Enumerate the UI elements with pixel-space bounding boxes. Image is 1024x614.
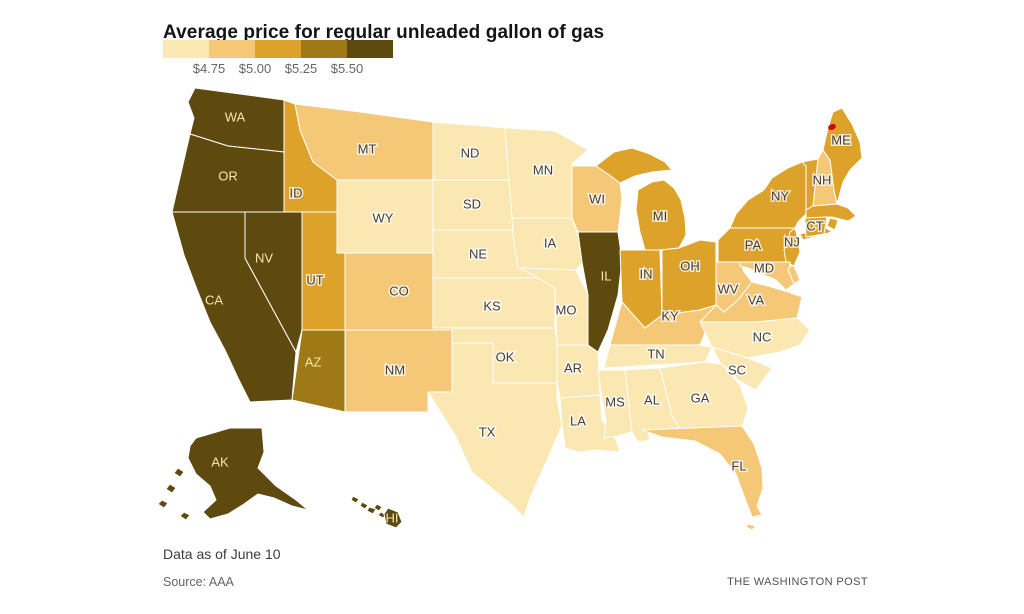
state-label-MO: MO [556, 303, 577, 318]
state-label-NV: NV [255, 251, 273, 266]
state-AK[interactable] [173, 467, 185, 478]
state-label-KS: KS [483, 299, 501, 314]
state-IL[interactable] [577, 231, 623, 353]
legend-swatch-5 [347, 40, 393, 58]
state-label-LA: LA [570, 414, 586, 429]
red-dot-marker [828, 124, 836, 130]
state-KS[interactable] [432, 277, 556, 329]
legend-swatch-1 [163, 40, 209, 58]
state-label-UT: UT [306, 273, 323, 288]
state-label-ND: ND [461, 146, 480, 161]
legend-swatch-row [163, 40, 393, 58]
state-SC[interactable] [711, 346, 773, 391]
state-FL[interactable] [641, 425, 764, 518]
state-AK[interactable] [165, 483, 177, 494]
state-label-OH: OH [680, 259, 700, 274]
source-note: Source: AAA [163, 575, 234, 589]
state-HI[interactable] [383, 507, 403, 529]
state-label-SD: SD [463, 197, 481, 212]
state-label-MD: MD [754, 261, 774, 276]
state-MI[interactable] [635, 179, 687, 251]
state-label-IA: IA [544, 236, 557, 251]
legend-swatch-3 [255, 40, 301, 58]
state-label-ME: ME [831, 133, 851, 148]
state-label-CO: CO [389, 284, 409, 299]
state-label-AK: AK [211, 455, 229, 470]
state-label-OR: OR [218, 169, 238, 184]
state-label-WV: WV [718, 282, 739, 297]
state-MI[interactable] [595, 147, 673, 184]
legend-swatch-4 [301, 40, 347, 58]
state-OH[interactable] [661, 239, 717, 316]
state-label-MT: MT [358, 142, 377, 157]
state-HI[interactable] [359, 501, 369, 510]
legend-tick-525: $5.25 [284, 61, 318, 76]
state-label-FL: FL [731, 459, 746, 474]
state-label-HI: HI [386, 511, 399, 526]
credit-note: THE WASHINGTON POST [727, 576, 868, 588]
state-label-NE: NE [469, 247, 487, 262]
data-note: Data as of June 10 [163, 546, 281, 562]
state-GA[interactable] [659, 361, 749, 431]
state-CT[interactable] [804, 216, 828, 238]
state-label-VA: VA [748, 293, 765, 308]
state-label-NY: NY [771, 189, 789, 204]
state-label-MN: MN [533, 163, 553, 178]
state-label-TN: TN [647, 347, 664, 362]
state-ME[interactable] [822, 107, 863, 205]
state-MD[interactable] [739, 261, 795, 291]
state-label-NM: NM [385, 363, 405, 378]
legend: $4.75 $5.00 $5.25 $5.50 [163, 40, 403, 80]
state-label-NJ: NJ [784, 235, 800, 250]
legend-swatch-2 [209, 40, 255, 58]
state-label-KY: KY [661, 309, 679, 324]
legend-tick-500: $5.00 [238, 61, 272, 76]
state-label-CT: CT [806, 219, 823, 234]
state-label-SC: SC [728, 363, 746, 378]
state-RI[interactable] [826, 217, 839, 231]
state-label-WI: WI [589, 192, 605, 207]
state-label-MI: MI [653, 209, 667, 224]
state-label-WA: WA [225, 110, 246, 125]
state-AK[interactable] [157, 499, 169, 509]
state-AZ[interactable] [291, 329, 346, 413]
state-label-GA: GA [691, 391, 710, 406]
state-label-AL: AL [644, 393, 660, 408]
state-TN[interactable] [603, 344, 713, 369]
page-title: Average price for regular unleaded gallo… [163, 21, 605, 43]
state-NY[interactable] [729, 161, 807, 229]
state-label-AR: AR [564, 361, 582, 376]
legend-tick-550: $5.50 [330, 61, 364, 76]
state-label-NH: NH [813, 173, 832, 188]
state-label-IL: IL [601, 269, 612, 284]
state-label-PA: PA [745, 238, 762, 253]
state-label-WY: WY [373, 211, 394, 226]
state-label-OK: OK [496, 350, 515, 365]
state-TX[interactable] [427, 342, 563, 518]
state-label-MS: MS [605, 395, 625, 410]
state-HI[interactable] [350, 495, 360, 504]
state-HI[interactable] [373, 503, 383, 512]
state-AK[interactable] [187, 427, 309, 520]
state-AK[interactable] [179, 511, 191, 521]
state-label-NC: NC [753, 330, 772, 345]
state-label-TX: TX [479, 425, 496, 440]
state-label-IN: IN [640, 267, 653, 282]
state-label-ID: ID [290, 186, 303, 201]
state-FL[interactable] [745, 523, 757, 531]
legend-tick-475: $4.75 [192, 61, 226, 76]
state-label-CA: CA [205, 293, 223, 308]
state-label-AZ: AZ [305, 355, 322, 370]
